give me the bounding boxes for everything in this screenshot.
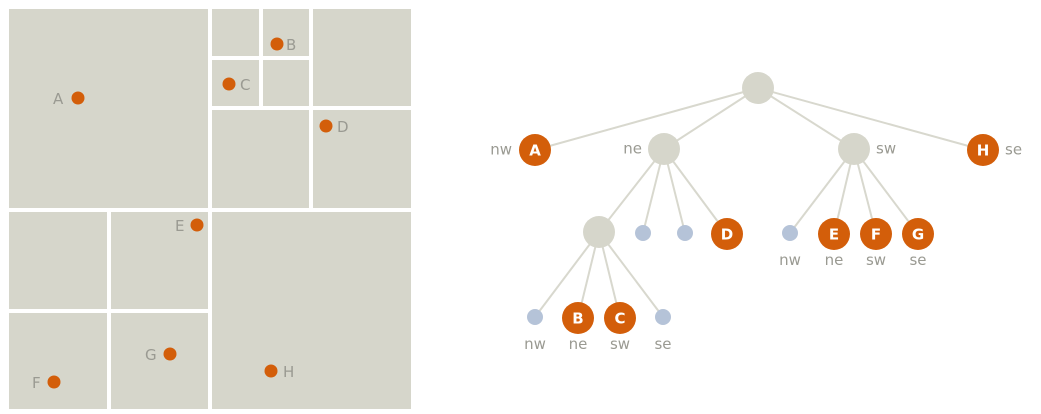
- point-h: [264, 364, 278, 378]
- region-sw-sw: [9, 313, 107, 409]
- point-b: [270, 37, 284, 51]
- caption-nenw-se: se: [654, 335, 671, 353]
- region-ne-nw-se: [263, 60, 309, 106]
- point-e: [190, 218, 204, 232]
- quadrant-label-se: se: [1005, 141, 1022, 159]
- root-node: [742, 72, 774, 104]
- leaf-a-label: A: [529, 142, 541, 160]
- leaf-d-label: D: [721, 226, 733, 244]
- caption-nenw-sw: sw: [610, 335, 630, 353]
- leaf-g: [902, 218, 934, 250]
- point-a-label: A: [53, 90, 64, 108]
- leaf-c-label: C: [614, 310, 625, 328]
- region-ne-nw-sw: [212, 60, 259, 106]
- region-ne-ne: [313, 9, 411, 106]
- empty-leaf-ne-sw: [677, 225, 693, 241]
- quadrant-label-sw: sw: [876, 140, 896, 158]
- region-ne-nw-nw: [212, 9, 259, 56]
- edge-root-ne: [663, 87, 759, 150]
- point-c-label: C: [240, 76, 250, 94]
- point-f: [47, 375, 61, 389]
- caption-sw-ne: ne: [825, 251, 844, 269]
- caption-sw-se: se: [909, 251, 926, 269]
- edge-nenw-se: [598, 231, 664, 318]
- caption-sw-nw: nw: [779, 251, 801, 269]
- empty-leaf-ne-ne: [635, 225, 651, 241]
- quadtree: A nw ne sw H se D nw E ne F sw G se nw B…: [490, 72, 1022, 353]
- leaf-g-label: G: [912, 226, 924, 244]
- edge-root-sw: [757, 87, 855, 150]
- leaf-f: [860, 218, 892, 250]
- leaf-f-label: F: [871, 226, 881, 244]
- leaf-h: [967, 134, 999, 166]
- region-sw-se: [111, 313, 208, 409]
- point-g-label: G: [145, 346, 157, 364]
- point-h-label: H: [283, 363, 294, 381]
- edge-ne-se: [663, 148, 728, 235]
- edge-nenw-nw: [534, 231, 600, 318]
- empty-leaf-sw-nw: [782, 225, 798, 241]
- edge-sw-nw: [789, 148, 855, 234]
- region-nw: [9, 9, 208, 208]
- empty-leaf-nenw-nw: [527, 309, 543, 325]
- point-g: [163, 347, 177, 361]
- point-e-label: E: [175, 217, 184, 235]
- edge-ne-nw: [598, 148, 665, 233]
- leaf-a: [519, 134, 551, 166]
- region-ne-nw-ne: [263, 9, 309, 56]
- point-a: [71, 91, 85, 105]
- edge-sw-se: [853, 148, 919, 235]
- empty-leaf-nenw-se: [655, 309, 671, 325]
- point-c: [222, 77, 236, 91]
- leaf-b: [562, 302, 594, 334]
- edge-root-nw: [534, 87, 759, 151]
- quadrant-map: A B C D E F G H: [9, 9, 411, 409]
- leaf-b-label: B: [572, 310, 583, 328]
- node-sw: [838, 133, 870, 165]
- leaf-d: [711, 218, 743, 250]
- region-se: [212, 212, 411, 409]
- caption-sw-sw: sw: [866, 251, 886, 269]
- quadrant-label-nw: nw: [490, 141, 512, 159]
- leaf-c: [604, 302, 636, 334]
- leaf-e: [818, 218, 850, 250]
- point-d: [319, 119, 333, 133]
- quadrant-label-ne: ne: [623, 140, 642, 158]
- edge-root-se: [757, 87, 984, 151]
- point-b-label: B: [286, 36, 296, 54]
- region-ne-sw: [212, 110, 309, 208]
- region-sw-nw: [9, 212, 107, 309]
- point-d-label: D: [337, 118, 349, 136]
- point-f-label: F: [32, 374, 41, 392]
- leaf-e-label: E: [829, 226, 839, 244]
- node-ne: [648, 133, 680, 165]
- caption-nenw-nw: nw: [524, 335, 546, 353]
- leaf-h-label: H: [977, 142, 990, 160]
- node-ne-nw: [583, 216, 615, 248]
- caption-nenw-ne: ne: [569, 335, 588, 353]
